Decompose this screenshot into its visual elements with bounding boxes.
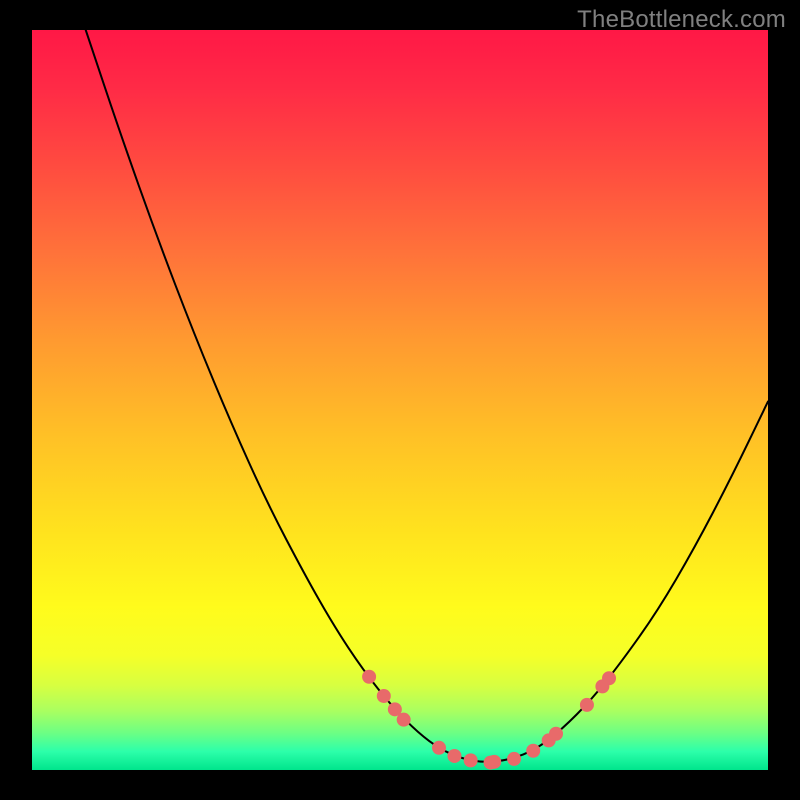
- chart-frame: TheBottleneck.com: [0, 0, 800, 800]
- chart-svg: [32, 30, 768, 770]
- plot-area: [32, 30, 768, 770]
